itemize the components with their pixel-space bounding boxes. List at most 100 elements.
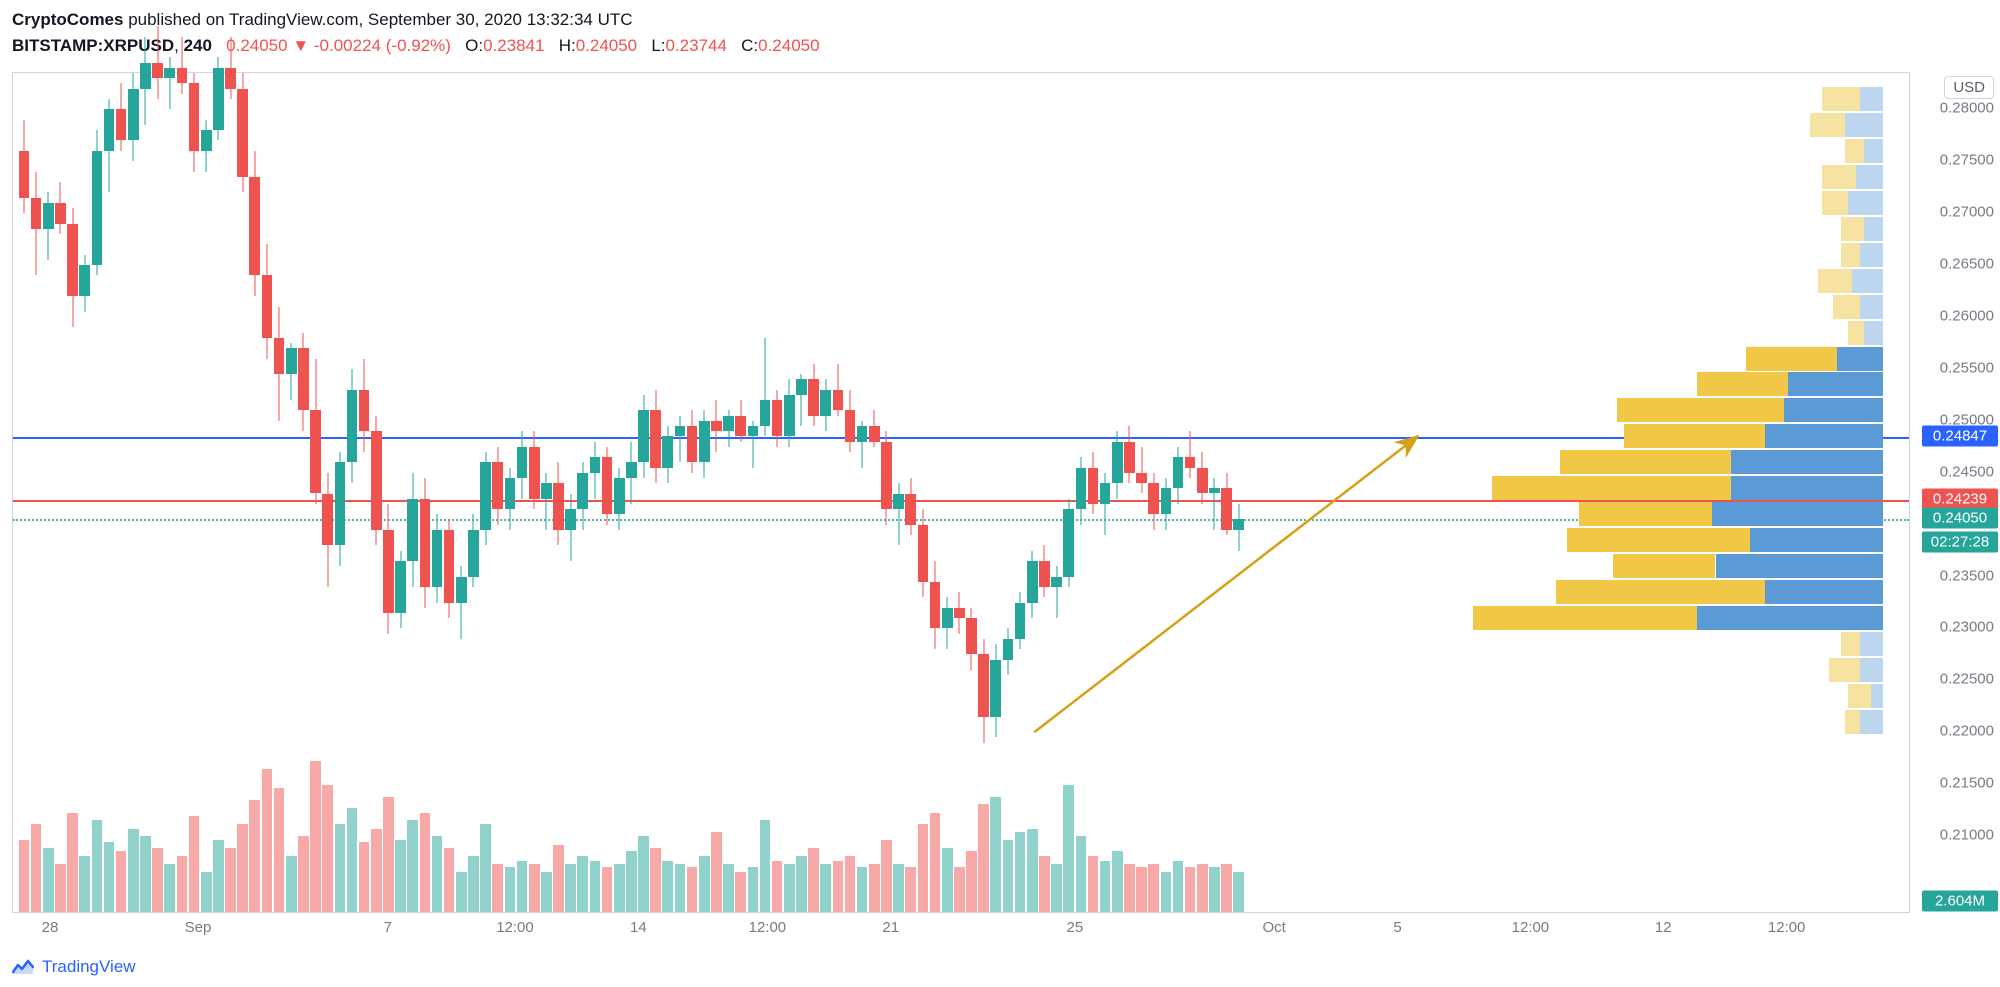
volume-bar [845, 856, 856, 912]
candle [104, 73, 115, 914]
volume-bar [784, 864, 795, 912]
volume-profile-bar [1818, 269, 1852, 293]
volume-profile-bar [1492, 476, 1731, 500]
volume-bar [1173, 861, 1184, 912]
volume-profile-bar [1845, 139, 1864, 163]
candle [371, 73, 382, 914]
volume-bar [274, 788, 285, 912]
price-label: 0.24050 [1922, 508, 1998, 529]
volume-bar [1039, 856, 1050, 912]
volume-bar [1136, 867, 1147, 912]
x-tick: 25 [1067, 919, 1084, 936]
y-tick: 0.25500 [1940, 359, 1994, 376]
candle [930, 73, 941, 914]
candle [189, 73, 200, 914]
ohlc-line: BITSTAMP:XRPUSD, 240 0.24050 ▼ -0.00224 … [0, 34, 2000, 64]
symbol: BITSTAMP:XRPUSD [12, 36, 174, 55]
candle [529, 73, 540, 914]
volume-bar [395, 840, 406, 912]
publisher-name: CryptoComes [12, 10, 123, 29]
volume-bar [735, 872, 746, 912]
volume-bar [990, 797, 1001, 912]
y-tick: 0.24500 [1940, 463, 1994, 480]
volume-profile-bar [1864, 321, 1883, 345]
x-tick: 12:00 [1768, 919, 1806, 936]
volume-bar [699, 856, 710, 912]
candle [699, 73, 710, 914]
volume-label: 2.604M [1922, 891, 1998, 912]
volume-profile-bar [1837, 347, 1883, 371]
x-tick: 14 [630, 919, 647, 936]
volume-bar [310, 761, 321, 912]
candle [918, 73, 929, 914]
volume-bar [517, 861, 528, 912]
candle [711, 73, 722, 914]
y-axis[interactable]: 0.280000.275000.270000.265000.260000.255… [1910, 72, 2000, 913]
y-tick: 0.26000 [1940, 307, 1994, 324]
volume-bar [177, 856, 188, 912]
volume-profile-bar [1841, 632, 1860, 656]
volume-profile-bar [1788, 372, 1883, 396]
volume-bar [1076, 836, 1087, 912]
volume-bar [213, 840, 224, 912]
candle [845, 73, 856, 914]
volume-bar [1221, 864, 1232, 912]
x-tick: 12:00 [496, 919, 534, 936]
price-label: 0.24239 [1922, 488, 1998, 509]
volume-bar [1015, 832, 1026, 912]
x-axis[interactable]: 28Sep712:001412:002125Oct512:001212:00 [12, 915, 1910, 943]
volume-profile-bar [1860, 243, 1883, 267]
candle [79, 73, 90, 914]
volume-bar [541, 872, 552, 912]
currency-badge[interactable]: USD [1944, 76, 1994, 99]
volume-profile-bar [1556, 580, 1765, 604]
volume-profile-bar [1579, 502, 1712, 526]
candle [92, 73, 103, 914]
volume-bar [966, 851, 977, 912]
volume-bar [1161, 872, 1172, 912]
tradingview-branding[interactable]: TradingView [12, 957, 136, 977]
volume-bar [262, 769, 273, 912]
chart-area[interactable] [12, 72, 1910, 913]
candle [966, 73, 977, 914]
volume-bar [650, 848, 661, 912]
x-tick: 7 [384, 919, 392, 936]
candle [420, 73, 431, 914]
volume-bar [189, 816, 200, 912]
volume-profile-bar [1567, 528, 1749, 552]
candle [833, 73, 844, 914]
volume-bar [529, 864, 540, 912]
y-tick: 0.26500 [1940, 256, 1994, 273]
y-tick: 0.27000 [1940, 204, 1994, 221]
candle [1233, 73, 1244, 914]
volume-bar [833, 861, 844, 912]
candle [177, 73, 188, 914]
y-tick: 0.23500 [1940, 567, 1994, 584]
x-tick: 12 [1655, 919, 1672, 936]
y-tick: 0.22500 [1940, 671, 1994, 688]
candle [1088, 73, 1099, 914]
branding-text: TradingView [42, 957, 136, 977]
volume-bar [407, 820, 418, 912]
volume-bar [420, 813, 431, 912]
candle [383, 73, 394, 914]
candle [772, 73, 783, 914]
candle [1209, 73, 1220, 914]
candle [1124, 73, 1135, 914]
volume-bar [201, 872, 212, 912]
volume-bar [492, 864, 503, 912]
volume-profile-bar [1822, 87, 1860, 111]
volume-profile-bar [1848, 321, 1863, 345]
candle [577, 73, 588, 914]
x-tick: 12:00 [1512, 919, 1550, 936]
candle [760, 73, 771, 914]
volume-profile-bar [1765, 424, 1883, 448]
high: 0.24050 [576, 36, 637, 55]
candle [505, 73, 516, 914]
volume-profile-bar [1731, 450, 1883, 474]
volume-profile-bar [1829, 658, 1859, 682]
candle [128, 73, 139, 914]
volume-profile-bar [1845, 710, 1860, 734]
candle [213, 73, 224, 914]
candle [480, 73, 491, 914]
